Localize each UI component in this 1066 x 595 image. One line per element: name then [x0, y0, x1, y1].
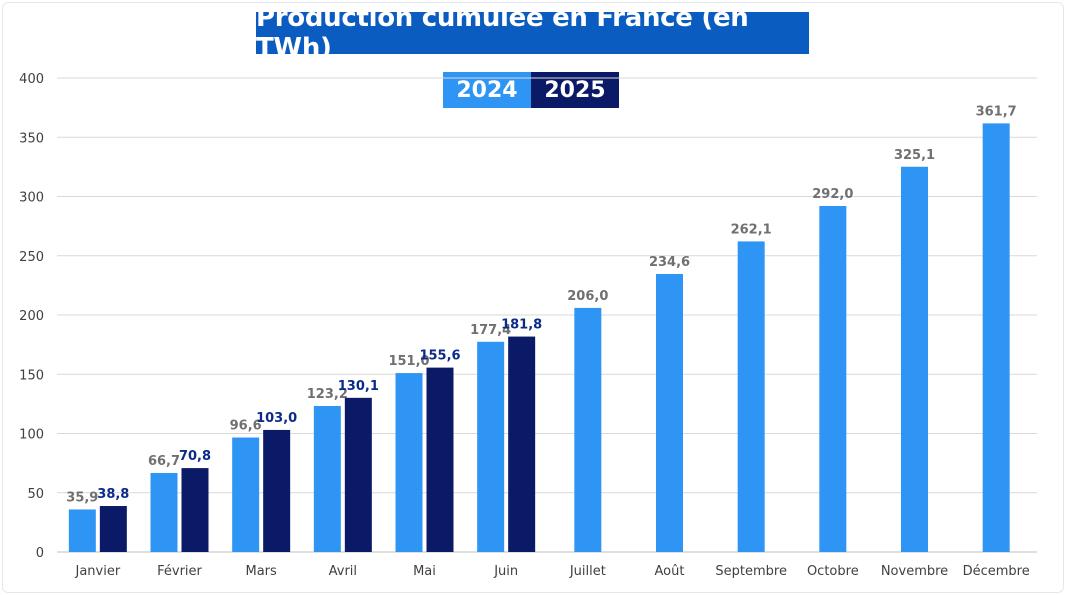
x-tick-label: Septembre: [715, 564, 787, 579]
bar-2025-mars: [263, 429, 291, 552]
y-tick-label: 0: [36, 546, 44, 561]
bar-2025-février: [181, 468, 209, 552]
data-label: 66,7: [148, 454, 180, 469]
data-label: 96,6: [230, 419, 262, 434]
x-tick-label: Janvier: [74, 564, 120, 579]
data-label: 206,0: [567, 289, 608, 304]
x-tick-label: Octobre: [807, 564, 859, 579]
bar-2024-avril: [313, 406, 341, 552]
data-label: 234,6: [649, 255, 690, 270]
data-label: 123,2: [307, 387, 348, 402]
x-tick-label: Mai: [413, 564, 436, 579]
y-tick-label: 50: [27, 487, 44, 502]
y-tick-label: 150: [19, 368, 44, 383]
x-tick-label: Avril: [329, 564, 357, 579]
x-tick-label: Février: [157, 564, 202, 579]
y-tick-label: 200: [19, 309, 44, 324]
bar-2025-mai: [426, 367, 454, 552]
x-tick-label: Mars: [246, 564, 278, 579]
bar-2024-septembre: [737, 241, 765, 552]
bar-2024-mai: [395, 373, 423, 552]
bar-2025-janvier: [99, 506, 127, 552]
data-label: 361,7: [976, 104, 1017, 119]
data-label: 155,6: [419, 349, 460, 364]
bar-2024-mars: [232, 437, 260, 552]
data-label: 181,8: [501, 318, 542, 333]
y-tick-label: 100: [19, 428, 44, 443]
bar-2025-juin: [508, 336, 536, 552]
data-label: 35,9: [66, 490, 98, 505]
data-label: 262,1: [731, 222, 772, 237]
data-label: 130,1: [338, 379, 379, 394]
x-tick-label: Juin: [493, 564, 518, 579]
bar-2024-décembre: [982, 123, 1010, 552]
x-tick-label: Décembre: [963, 564, 1030, 579]
bar-2024-août: [656, 273, 683, 552]
data-label: 151,0: [388, 354, 429, 369]
y-tick-label: 400: [19, 72, 44, 87]
bar-2025-avril: [344, 397, 372, 552]
x-tick-label: Juillet: [569, 564, 606, 579]
data-label: 70,8: [179, 449, 211, 464]
data-label: 103,0: [256, 411, 297, 426]
data-label: 325,1: [894, 148, 935, 163]
bar-2024-juillet: [574, 307, 602, 552]
bar-2024-janvier: [68, 509, 96, 552]
y-tick-label: 350: [19, 131, 44, 146]
data-label: 38,8: [97, 487, 129, 502]
y-tick-label: 250: [19, 250, 44, 265]
data-label: 177,4: [470, 323, 511, 338]
y-tick-label: 300: [19, 191, 44, 206]
bar-2024-octobre: [819, 205, 847, 553]
x-tick-label: Août: [655, 564, 685, 579]
data-label: 292,0: [812, 187, 853, 202]
bar-2024-février: [150, 472, 178, 552]
x-tick-label: Novembre: [881, 564, 948, 579]
bar-2024-novembre: [901, 166, 928, 552]
bar-2024-juin: [477, 341, 505, 552]
